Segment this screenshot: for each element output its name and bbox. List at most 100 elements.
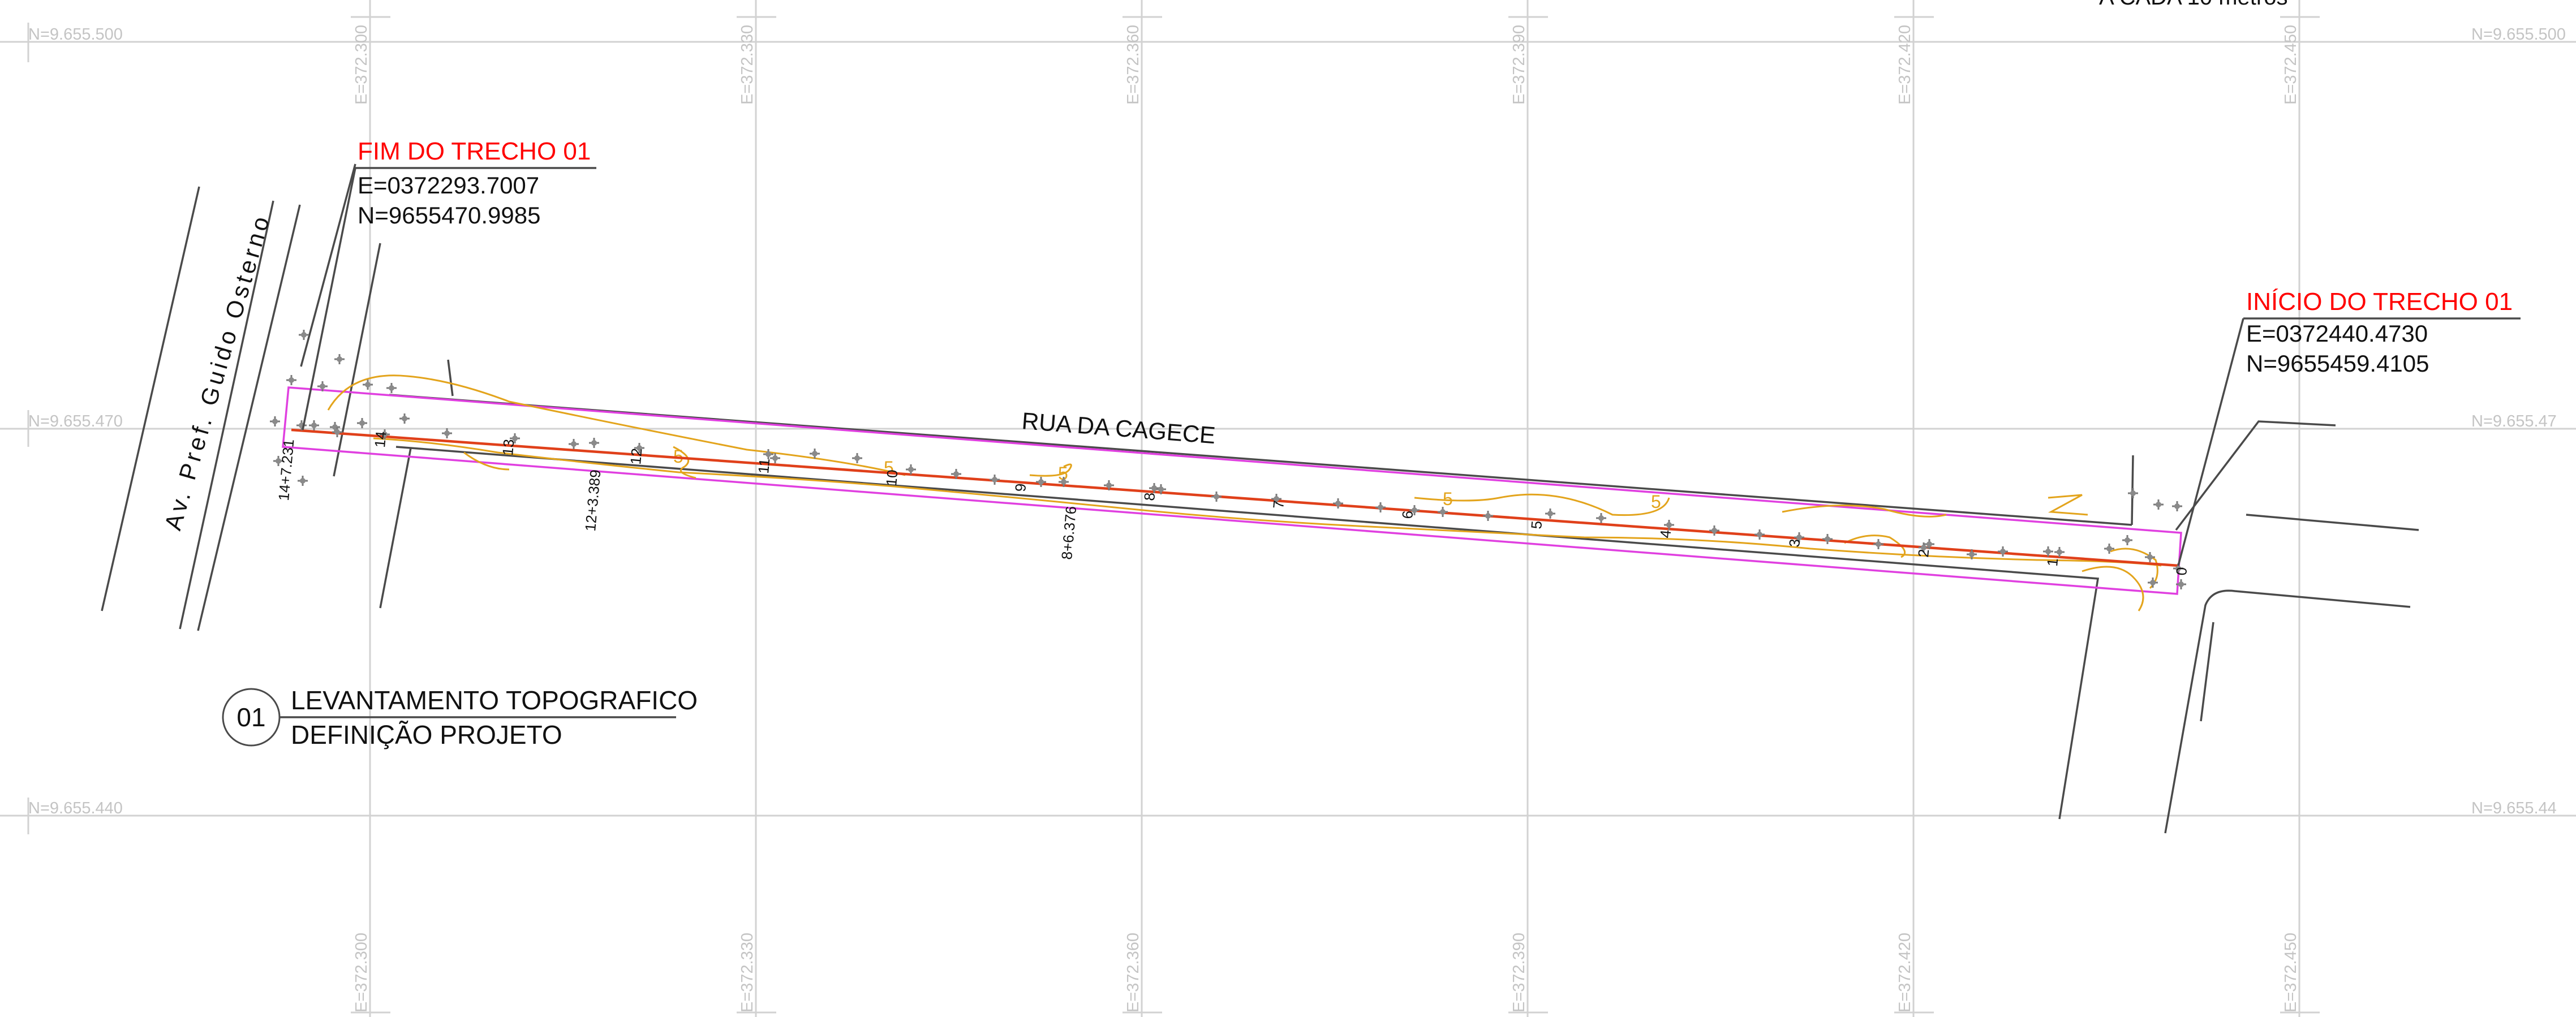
grid-label-e-360-top: E=372.360 [1124,25,1142,105]
title-line-2: DEFINIÇÃO PROJETO [291,720,562,749]
survey-point-dot [1038,479,1044,485]
survey-point-dot [2147,554,2153,560]
end-marker-northing: N=9655470.9985 [358,202,540,229]
avenue-edge-line [197,204,301,631]
grid-label-e-420-top: E=372.420 [1896,25,1914,105]
cross-street-edge [2164,589,2411,834]
station-label-6: 6 [1399,510,1416,519]
survey-point-dot [359,420,365,426]
survey-point-dot [1926,541,1932,547]
survey-point-dot [301,332,307,338]
survey-point-dot [637,445,642,451]
grid-label-e-330-top: E=372.330 [738,25,756,105]
survey-point-dot [1214,494,1219,499]
cross-street-edge [2246,514,2419,531]
grid-label-e-390-top: E=372.390 [1510,25,1528,105]
station-label-2: 2 [1915,548,1932,558]
survey-point-dot [300,478,306,484]
survey-point-dot [289,377,294,383]
survey-point-dot [1969,551,1975,557]
grid-label-e-300-top: E=372.300 [352,25,371,105]
end-marker: FIM DO TRECHO 01 E=0372293.7007 N=965547… [302,137,596,430]
survey-point-dot [382,432,388,437]
survey-point-dot [2057,549,2062,555]
contour-line [1414,493,1670,516]
survey-point-dot [365,382,371,387]
contour-line [2082,566,2144,611]
grid-label-e-450-bottom: E=372.450 [2282,933,2300,1012]
grid-label-n-440-left: N=9.655.440 [28,799,123,817]
title-number: 01 [236,703,265,732]
survey-point-dot [772,455,778,461]
survey-point-dot [2175,566,2181,571]
grid-label-e-300-bottom: E=372.300 [352,933,371,1012]
contour-line [1844,535,1906,558]
contour-label: 5 [1651,492,1661,512]
survey-point-dot [1061,479,1066,485]
survey-point-dot [1825,536,1830,542]
avenue-lines [101,163,454,631]
contour-line [1782,505,1947,518]
survey-point-dot [1440,509,1446,515]
survey-point-dot [320,383,325,389]
survey-point-dot [444,430,450,436]
survey-point-dot [854,455,860,461]
station-label-1: 1 [2044,557,2061,567]
survey-point-dot [591,440,597,446]
survey-point-dot [402,416,407,421]
grid-label-n-500-left: N=9.655.500 [28,25,123,44]
survey-point-dot [1598,515,1604,521]
survey-point-dot [337,356,342,362]
street-edges [389,394,2419,834]
contour-line [327,374,906,476]
contour-line [1029,463,1072,477]
station-label-8: 8 [1141,492,1158,501]
station-label-3: 3 [1786,538,1803,548]
survey-point-dot [953,471,959,477]
survey-point-dot [334,429,340,435]
contour-line [2048,494,2088,516]
avenue-edge-line [447,359,454,397]
station-label-12: 12 [627,447,645,465]
survey-point-dot [2156,502,2161,507]
survey-point-dot [1274,496,1279,502]
survey-point-dot [1335,501,1341,506]
contour-line [373,437,2162,567]
survey-point-dot [1711,528,1717,533]
station-label-13: 13 [499,438,517,456]
survey-point-dot [389,385,394,391]
survey-point-dot [812,451,818,456]
survey-point-dot [571,441,577,447]
avenue-edge-line [333,243,381,477]
avenue-edge-line [179,200,274,630]
survey-point-dot [311,423,317,428]
title-block: 01 LEVANTAMENTO TOPOGRAFICO DEFINIÇÃO PR… [222,686,698,749]
start-marker-title: INÍCIO DO TRECHO 01 [2246,288,2513,316]
grid-label-e-420-bottom: E=372.420 [1896,933,1914,1012]
survey-point-dot [992,477,997,482]
contour-labels: 5 5 5 5 5 [673,446,1661,512]
survey-point-dot [2125,537,2130,543]
station-label-5: 5 [1528,520,1545,529]
station-label-10: 10 [883,469,901,486]
survey-point-dot [1666,522,1672,528]
station-label-14: 14 [371,430,389,448]
survey-point-dot [2174,503,2180,509]
survey-point-dot [1151,485,1157,491]
survey-point-dot [1796,535,1802,540]
avenue-edge-line [101,186,200,611]
start-marker-leader [2177,318,2244,566]
station-label-7: 7 [1270,499,1287,509]
grid-label-n-470-right: N=9.655.47 [2471,412,2557,430]
survey-point-dot [276,458,281,464]
street-south-edge [395,446,2100,820]
grid-label-e-330-bottom: E=372.330 [738,933,756,1012]
survey-point-dot [2130,490,2136,496]
contour-line [673,446,696,479]
start-marker: INÍCIO DO TRECHO 01 E=0372440.4730 N=965… [2177,288,2521,566]
survey-point-dot [1547,511,1553,516]
title-line-1: LEVANTAMENTO TOPOGRAFICO [291,686,698,715]
grid-label-e-360-bottom: E=372.360 [1124,933,1142,1012]
